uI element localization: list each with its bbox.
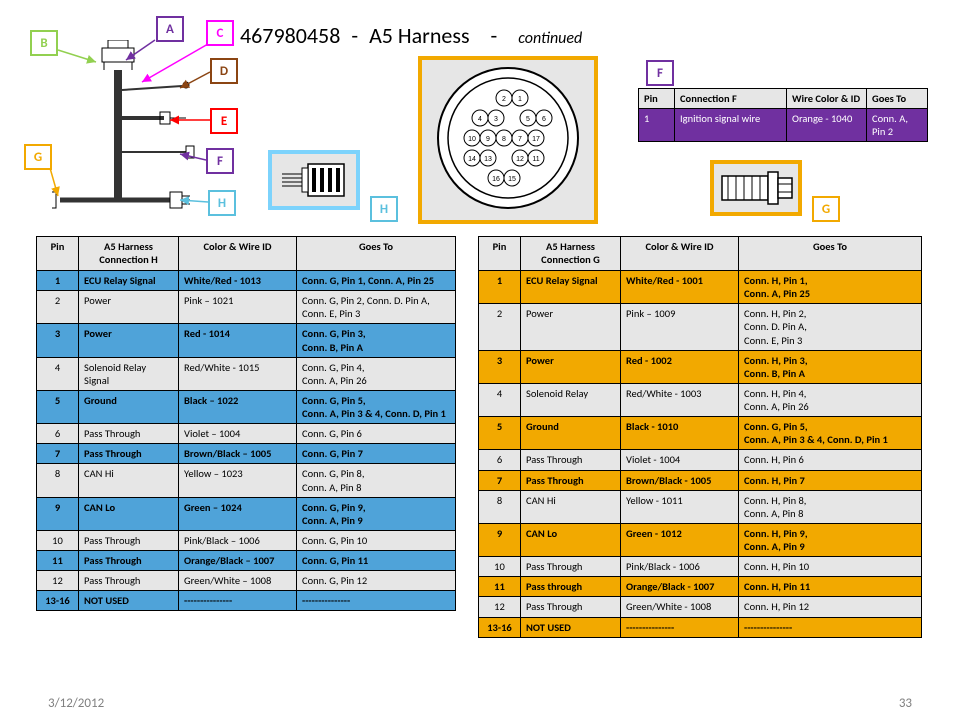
- callout-C: C: [206, 20, 234, 46]
- table-row: 5GroundBlack - 1010Conn. G, Pin 5, Conn.…: [479, 417, 922, 450]
- part-number: 467980458: [240, 22, 340, 49]
- harness-schematic: [52, 40, 202, 215]
- tblF-h4: Goes To: [867, 89, 928, 109]
- svg-text:17: 17: [532, 136, 540, 143]
- table-row: 12Pass ThroughGreen/White - 1008Conn. H,…: [479, 597, 922, 617]
- svg-text:3: 3: [494, 116, 498, 123]
- tblG-h2: A5 Harness Connection G: [521, 237, 621, 271]
- table-row: 12Pass ThroughGreen/White – 1008Conn. G,…: [37, 571, 456, 591]
- callout-A: A: [156, 16, 184, 42]
- svg-text:14: 14: [468, 156, 476, 163]
- tblG-h4: Goes To: [739, 237, 922, 271]
- table-F: Pin Connection F Wire Color & ID Goes To…: [638, 88, 928, 142]
- table-row: 9CAN LoGreen - 1012Conn. H, Pin 9,Conn. …: [479, 523, 922, 556]
- tblH-h4: Goes To: [297, 237, 456, 271]
- callout-F-table: F: [646, 60, 674, 86]
- footer-date: 3/12/2012: [48, 696, 104, 711]
- table-row: 1ECU Relay SignalWhite/Red - 1001Conn. H…: [479, 271, 922, 304]
- callout-H-connector: H: [370, 196, 398, 222]
- continued-label: continued: [518, 29, 582, 48]
- svg-text:8: 8: [502, 136, 506, 143]
- page-root: 467980458 - A5 Harness - continued A B C…: [0, 0, 954, 716]
- svg-text:11: 11: [532, 156, 539, 163]
- table-row: 4Solenoid RelayRed/White - 1003Conn. H, …: [479, 383, 922, 416]
- callout-G-connector: G: [812, 196, 840, 222]
- table-row: 10Pass ThroughPink/Black - 1006Conn. H, …: [479, 557, 922, 577]
- table-row: 10Pass ThroughPink/Black – 1006Conn. G, …: [37, 530, 456, 550]
- tblF-h3: Wire Color & ID: [787, 89, 867, 109]
- tblG-h1: Pin: [479, 237, 521, 271]
- table-row: 1Ignition signal wireOrange - 1040Conn. …: [639, 109, 928, 142]
- svg-text:1: 1: [518, 96, 522, 103]
- callout-G: G: [24, 144, 52, 170]
- svg-text:13: 13: [484, 156, 492, 163]
- svg-text:10: 10: [468, 136, 476, 143]
- table-H: Pin A5 Harness Connection H Color & Wire…: [36, 236, 456, 611]
- table-row: 9CAN LoGreen – 1024Conn. G, Pin 9,Conn. …: [37, 497, 456, 530]
- table-row: 1ECU Relay SignalWhite/Red - 1013Conn. G…: [37, 271, 456, 291]
- connector-G-pic: [710, 160, 802, 216]
- table-row: 11Pass ThroughOrange/Black – 1007Conn. G…: [37, 551, 456, 571]
- callout-E: E: [210, 108, 238, 134]
- tblF-h2: Connection F: [675, 89, 787, 109]
- table-row: 6Pass ThroughViolet - 1004Conn. H, Pin 6: [479, 450, 922, 470]
- tblH-h1: Pin: [37, 237, 79, 271]
- svg-text:16: 16: [492, 176, 500, 183]
- footer-page: 33: [899, 696, 912, 711]
- table-row: 5GroundBlack – 1022Conn. G, Pin 5, Conn.…: [37, 390, 456, 423]
- callout-H: H: [208, 190, 236, 216]
- connector-circle-pic: 2143561098717141312111615: [418, 56, 598, 224]
- table-G: Pin A5 Harness Connection G Color & Wire…: [478, 236, 922, 638]
- table-row: 13-16NOT USED---------------------------…: [479, 617, 922, 637]
- table-row: 8CAN HiYellow – 1023Conn. G, Pin 8,Conn.…: [37, 464, 456, 497]
- harness-name: A5 Harness: [369, 22, 469, 49]
- table-row: 11Pass throughOrange/Black - 1007Conn. H…: [479, 577, 922, 597]
- callout-F: F: [206, 148, 234, 174]
- svg-text:5: 5: [526, 116, 530, 123]
- tblF-h1: Pin: [639, 89, 675, 109]
- table-row: 4Solenoid Relay SignalRed/White - 1015Co…: [37, 357, 456, 390]
- tblG-h3: Color & Wire ID: [621, 237, 739, 271]
- svg-text:9: 9: [486, 136, 490, 143]
- table-row: 3PowerRed - 1014Conn. G, Pin 3, Conn. B,…: [37, 324, 456, 357]
- connector-H-pic: [268, 150, 360, 210]
- tblH-h3: Color & Wire ID: [179, 237, 297, 271]
- tblH-h2: A5 Harness Connection H: [79, 237, 179, 271]
- page-title: 467980458 - A5 Harness - continued: [240, 22, 582, 49]
- svg-text:12: 12: [516, 156, 524, 163]
- svg-text:7: 7: [518, 136, 522, 143]
- table-row: 6Pass ThroughViolet – 1004Conn. G, Pin 6: [37, 424, 456, 444]
- svg-text:2: 2: [502, 96, 506, 103]
- callout-D: D: [210, 58, 238, 84]
- svg-text:15: 15: [508, 176, 516, 183]
- table-row: 3PowerRed - 1002Conn. H, Pin 3,Conn. B, …: [479, 350, 922, 383]
- table-row: 8CAN HiYellow - 1011Conn. H, Pin 8,Conn.…: [479, 490, 922, 523]
- table-row: 2PowerPink – 1009Conn. H, Pin 2,Conn. D.…: [479, 304, 922, 350]
- table-row: 7Pass ThroughBrown/Black – 1005Conn. G, …: [37, 444, 456, 464]
- svg-text:4: 4: [478, 116, 482, 123]
- table-row: 13-16NOT USED---------------------------…: [37, 591, 456, 611]
- table-row: 2PowerPink – 1021Conn. G, Pin 2, Conn. D…: [37, 291, 456, 324]
- svg-text:6: 6: [542, 116, 546, 123]
- table-row: 7Pass ThroughBrown/Black - 1005Conn. H, …: [479, 470, 922, 490]
